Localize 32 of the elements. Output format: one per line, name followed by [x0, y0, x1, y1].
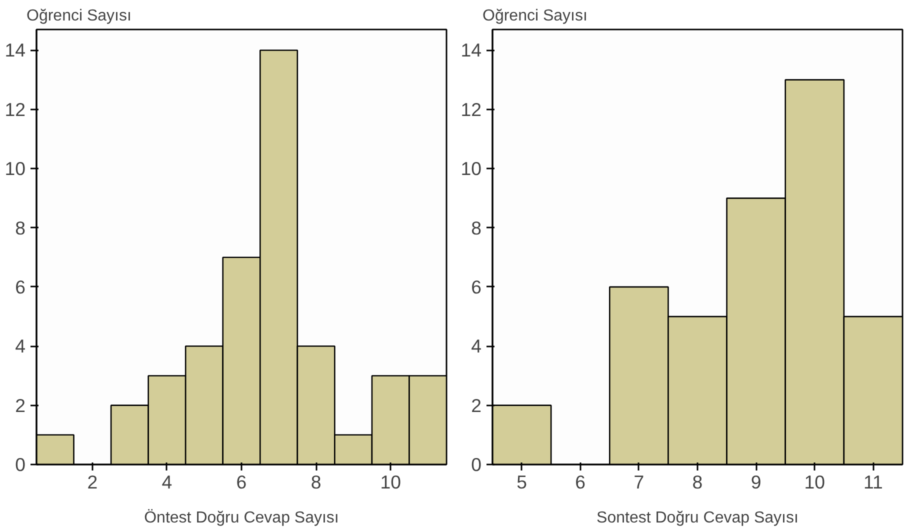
x-tick-label: 7: [634, 472, 644, 492]
x-tick-label: 11: [864, 472, 883, 492]
x-tick-label: 5: [516, 472, 527, 492]
y-tick-label: 14: [4, 40, 26, 61]
y-tick-label: 0: [15, 454, 26, 475]
y-tick-label: 12: [460, 98, 482, 120]
y-axis-title: Oğrenci Sayısı: [26, 8, 132, 24]
x-tick-label: 9: [750, 472, 762, 492]
y-tick-label: 12: [4, 98, 26, 120]
x-tick-label: 8: [310, 472, 322, 492]
y-tick-label: 4: [471, 336, 482, 357]
x-tick-label: 4: [162, 472, 172, 492]
y-tick-label: 10: [460, 158, 482, 180]
x-tick-label: 6: [575, 472, 586, 492]
y-tick-label: 6: [15, 276, 26, 298]
y-tick-label: 2: [471, 394, 482, 416]
x-tick-label: 8: [692, 472, 703, 492]
y-tick-label: 6: [471, 276, 482, 298]
y-tick-label: 4: [15, 336, 26, 357]
x-tick-label: 10: [380, 472, 401, 492]
y-tick-label: 8: [15, 217, 26, 238]
x-axis-title: Öntest Doğru Cevap Sayısı: [144, 508, 339, 526]
x-tick-label: 6: [236, 472, 247, 492]
x-tick-label: 10: [804, 472, 826, 492]
y-tick-label: 10: [4, 158, 26, 180]
x-axis-title: Sontest Doğru Cevap Sayısı: [596, 510, 798, 526]
y-tick-label: 8: [471, 217, 482, 238]
y-tick-label: 0: [471, 454, 482, 475]
x-tick-label: 2: [87, 472, 98, 492]
y-tick-label: 14: [460, 40, 482, 61]
y-axis-title: Oğrenci Sayısı: [482, 8, 588, 24]
y-tick-label: 2: [15, 394, 26, 416]
